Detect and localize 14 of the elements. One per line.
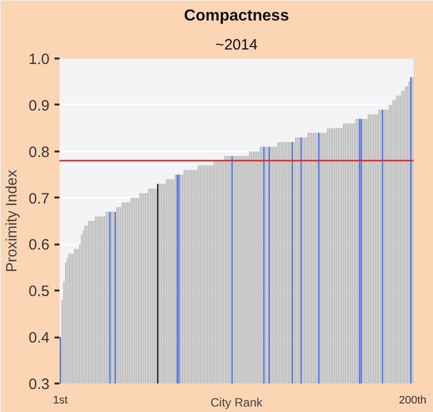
y-tick-label: 0.8 bbox=[28, 144, 50, 161]
y-axis-title: Proximity Index bbox=[4, 169, 21, 272]
y-tick-label: 0.3 bbox=[28, 376, 50, 393]
y-tick-label: 0.4 bbox=[28, 330, 50, 347]
y-tick-label: 1.0 bbox=[28, 51, 50, 68]
chart-subtitle: ~2014 bbox=[215, 36, 258, 54]
y-tick-label: 0.7 bbox=[28, 190, 50, 208]
x-axis-title: City Rank bbox=[210, 396, 264, 410]
x-tick-label: 200th bbox=[398, 394, 426, 406]
y-tick-label: 0.5 bbox=[28, 283, 50, 300]
x-tick-label: 1st bbox=[53, 394, 68, 406]
y-tick-label: 0.9 bbox=[28, 97, 50, 114]
chart-title: Compactness bbox=[184, 8, 290, 24]
y-tick-label: 0.6 bbox=[28, 236, 50, 254]
